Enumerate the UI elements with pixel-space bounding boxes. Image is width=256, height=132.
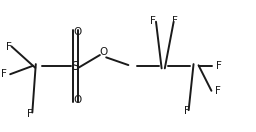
Text: O: O xyxy=(74,95,82,105)
Text: F: F xyxy=(1,69,7,79)
Text: F: F xyxy=(151,16,156,26)
Text: O: O xyxy=(74,27,82,37)
Text: F: F xyxy=(172,16,178,26)
Text: F: F xyxy=(184,106,190,116)
Text: F: F xyxy=(6,42,12,52)
Text: F: F xyxy=(27,109,33,119)
Text: O: O xyxy=(99,47,107,57)
Text: F: F xyxy=(215,86,221,96)
Text: S: S xyxy=(72,60,79,72)
Text: F: F xyxy=(216,61,222,71)
